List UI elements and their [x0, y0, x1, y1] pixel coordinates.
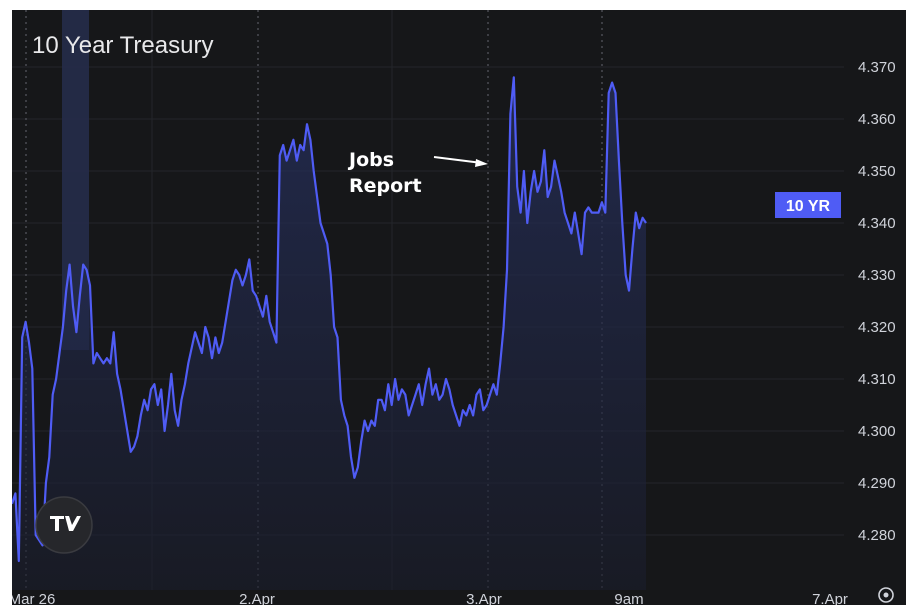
area-fill-layer — [12, 77, 646, 590]
x-tick-label: 9am — [614, 591, 643, 605]
x-axis-ticks: Mar 26 2.Apr 3.Apr 9am 7.Apr — [12, 591, 848, 605]
logo-mark-icon — [50, 516, 81, 531]
price-line-layer — [12, 76, 647, 563]
y-tick-label: 4.290 — [858, 475, 896, 492]
gear-icon-center — [883, 592, 889, 598]
annotation-layer: Jobs Report — [347, 149, 488, 197]
annotation-arrowhead — [475, 159, 488, 167]
y-tick-label: 4.310 — [858, 371, 896, 388]
y-tick-label: 4.330 — [858, 267, 896, 284]
annotation-line-2: Report — [349, 175, 422, 197]
price-badge-bg — [775, 192, 841, 218]
chart-title: 10 Year Treasury — [32, 32, 214, 59]
y-tick-label: 4.350 — [858, 163, 896, 180]
price-line — [12, 76, 647, 563]
y-tick-label: 4.370 — [858, 59, 896, 76]
x-tick-label: 3.Apr — [466, 591, 502, 605]
y-tick-label: 4.360 — [858, 111, 896, 128]
y-axis-ticks: 4.370 4.360 4.350 4.340 4.330 4.320 4.310 4.300… — [858, 59, 896, 544]
settings-button[interactable] — [878, 587, 894, 603]
logo-circle — [35, 496, 93, 554]
annotation-arrow — [433, 156, 483, 164]
price-badge-label: 10 YR — [786, 198, 831, 215]
y-tick-label: 4.320 — [858, 319, 896, 336]
area-fill — [12, 77, 646, 590]
y-tick-label: 4.280 — [858, 527, 896, 544]
x-tick-label: Mar 26 — [12, 591, 55, 605]
price-badge: 10 YR — [775, 192, 841, 218]
x-tick-label: 7.Apr — [812, 591, 848, 605]
y-tick-label: 4.300 — [858, 423, 896, 440]
gear-icon — [878, 587, 894, 603]
x-tick-label: 2.Apr — [239, 591, 275, 605]
annotation-line-1: Jobs — [347, 149, 394, 171]
tradingview-logo[interactable] — [35, 496, 93, 554]
y-tick-label: 4.340 — [858, 215, 896, 232]
chart-canvas[interactable]: 4.370 4.360 4.350 4.340 4.330 4.320 4.310 4.300… — [12, 10, 906, 605]
chart-panel: 4.370 4.360 4.350 4.340 4.330 4.320 4.310 4.300… — [12, 10, 906, 605]
